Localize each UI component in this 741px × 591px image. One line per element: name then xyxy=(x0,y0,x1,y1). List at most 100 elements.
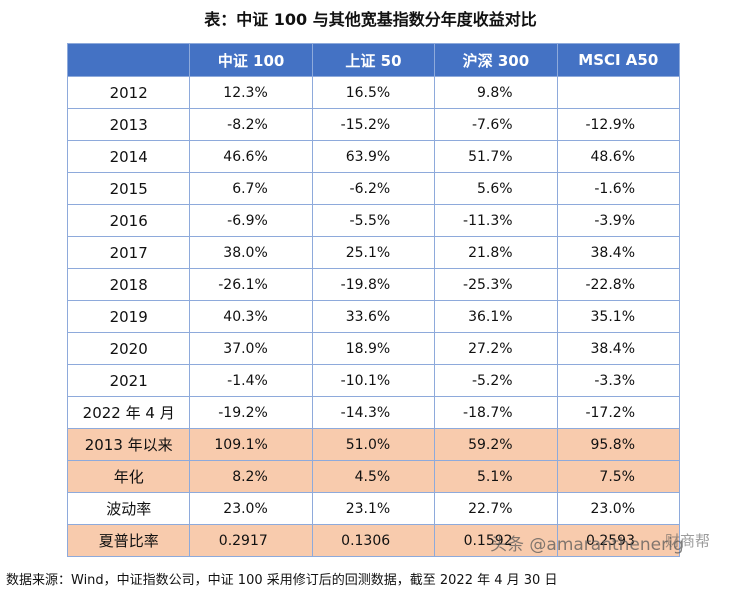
value-cell: -25.3% xyxy=(434,268,558,301)
value-cell: 22.7% xyxy=(434,492,558,525)
table-row: 2017 38.0% 25.1% 21.8% 38.4% xyxy=(66,236,681,269)
header-cell: 沪深 300 xyxy=(434,43,558,77)
value-cell: -17.2% xyxy=(556,396,681,429)
source-note: 数据来源：Wind，中证指数公司，中证 100 采用修订后的回测数据，截至 20… xyxy=(6,573,558,588)
table-row: 年化 8.2% 4.5% 5.1% 7.5% xyxy=(66,460,681,493)
value-cell: 21.8% xyxy=(434,236,558,269)
header-cell: MSCI A50 xyxy=(556,43,681,77)
value-cell: -10.1% xyxy=(311,364,436,397)
row-label: 2017 xyxy=(66,236,191,269)
table-row: 波动率 23.0% 23.1% 22.7% 23.0% xyxy=(66,492,681,525)
value-cell: -3.3% xyxy=(556,364,681,397)
value-cell: -6.2% xyxy=(311,172,436,205)
value-cell: 12.3% xyxy=(189,76,313,109)
table-title: 表：中证 100 与其他宽基指数分年度收益对比 xyxy=(204,10,537,29)
value-cell: 46.6% xyxy=(189,140,313,173)
value-cell: 6.7% xyxy=(189,172,313,205)
value-cell: -26.1% xyxy=(189,268,313,301)
value-cell: 48.6% xyxy=(556,140,681,173)
row-label: 2014 xyxy=(66,140,191,173)
value-cell: -1.4% xyxy=(189,364,313,397)
value-cell: 0.1592 xyxy=(434,524,558,557)
value-cell: 0.1306 xyxy=(311,524,436,557)
value-cell: -18.7% xyxy=(434,396,558,429)
value-cell: 51.7% xyxy=(434,140,558,173)
value-cell: -19.2% xyxy=(189,396,313,429)
header-cell: 中证 100 xyxy=(189,43,313,77)
value-cell: -19.8% xyxy=(311,268,436,301)
watermark: 头条 @amaranthenerig xyxy=(490,535,684,555)
value-cell: 38.4% xyxy=(556,332,681,365)
row-label: 2013 年以来 xyxy=(66,428,191,461)
value-cell: -5.5% xyxy=(311,204,436,237)
value-cell: 23.0% xyxy=(189,492,313,525)
value-cell: -7.6% xyxy=(434,108,558,141)
value-cell: -22.8% xyxy=(556,268,681,301)
value-cell: -15.2% xyxy=(311,108,436,141)
value-cell: 109.1% xyxy=(189,428,313,461)
value-cell: 40.3% xyxy=(189,300,313,333)
row-label: 波动率 xyxy=(66,492,191,525)
value-cell: -1.6% xyxy=(556,172,681,205)
value-cell: 0.2917 xyxy=(189,524,313,557)
value-cell: 63.9% xyxy=(311,140,436,173)
table-row: 2012 12.3% 16.5% 9.8% xyxy=(66,76,681,109)
row-label: 2016 xyxy=(66,204,191,237)
value-cell: 16.5% xyxy=(311,76,436,109)
value-cell: 38.4% xyxy=(556,236,681,269)
value-cell: 36.1% xyxy=(434,300,558,333)
value-cell: 5.1% xyxy=(434,460,558,493)
value-cell: 95.8% xyxy=(556,428,681,461)
value-cell: 25.1% xyxy=(311,236,436,269)
table-row: 2014 46.6% 63.9% 51.7% 48.6% xyxy=(66,140,681,173)
value-cell: -8.2% xyxy=(189,108,313,141)
table-body: 2012 12.3% 16.5% 9.8% 2013 -8.2% -15.2% -7.6% -1… xyxy=(66,76,681,557)
table-row: 2013 年以来 109.1% 51.0% 59.2% 95.8% xyxy=(66,428,681,461)
header-cell: 上证 50 xyxy=(311,43,436,77)
table-row: 2013 -8.2% -15.2% -7.6% -12.9% xyxy=(66,108,681,141)
row-label: 2022 年 4 月 xyxy=(66,396,191,429)
header-row: 中证 100 上证 50 沪深 300 MSCI A50 xyxy=(66,43,681,77)
corner-cell xyxy=(66,43,191,77)
value-cell xyxy=(556,76,681,109)
value-cell: 38.0% xyxy=(189,236,313,269)
value-cell: -6.9% xyxy=(189,204,313,237)
value-cell: 4.5% xyxy=(311,460,436,493)
value-cell: -11.3% xyxy=(434,204,558,237)
table-row: 夏普比率 0.2917 0.1306 0.1592 0.2593 xyxy=(66,524,681,557)
table-row: 2022 年 4 月 -19.2% -14.3% -18.7% -17.2% xyxy=(66,396,681,429)
value-cell: 5.6% xyxy=(434,172,558,205)
row-label: 2021 xyxy=(66,364,191,397)
value-cell: 7.5% xyxy=(556,460,681,493)
watermark: 财商帮 xyxy=(665,532,711,550)
value-cell: 18.9% xyxy=(311,332,436,365)
row-label: 2018 xyxy=(66,268,191,301)
value-cell: 37.0% xyxy=(189,332,313,365)
value-cell: 23.0% xyxy=(556,492,681,525)
value-cell: -3.9% xyxy=(556,204,681,237)
table-row: 2015 6.7% -6.2% 5.6% -1.6% xyxy=(66,172,681,205)
value-cell: 0.2593 xyxy=(556,524,681,557)
row-label: 2012 xyxy=(66,76,191,109)
value-cell: -14.3% xyxy=(311,396,436,429)
row-label: 2020 xyxy=(66,332,191,365)
value-cell: 51.0% xyxy=(311,428,436,461)
value-cell: -5.2% xyxy=(434,364,558,397)
returns-table: 中证 100 上证 50 沪深 300 MSCI A50 2012 12.3% 16.5%… xyxy=(66,43,681,557)
row-label: 年化 xyxy=(66,460,191,493)
table-row: 2021 -1.4% -10.1% -5.2% -3.3% xyxy=(66,364,681,397)
value-cell: 59.2% xyxy=(434,428,558,461)
value-cell: 9.8% xyxy=(434,76,558,109)
row-label: 夏普比率 xyxy=(66,524,191,557)
value-cell: 23.1% xyxy=(311,492,436,525)
table-row: 2020 37.0% 18.9% 27.2% 38.4% xyxy=(66,332,681,365)
table-row: 2018 -26.1% -19.8% -25.3% -22.8% xyxy=(66,268,681,301)
value-cell: 35.1% xyxy=(556,300,681,333)
row-label: 2019 xyxy=(66,300,191,333)
table-row: 2019 40.3% 33.6% 36.1% 35.1% xyxy=(66,300,681,333)
row-label: 2015 xyxy=(66,172,191,205)
value-cell: -12.9% xyxy=(556,108,681,141)
value-cell: 33.6% xyxy=(311,300,436,333)
value-cell: 8.2% xyxy=(189,460,313,493)
